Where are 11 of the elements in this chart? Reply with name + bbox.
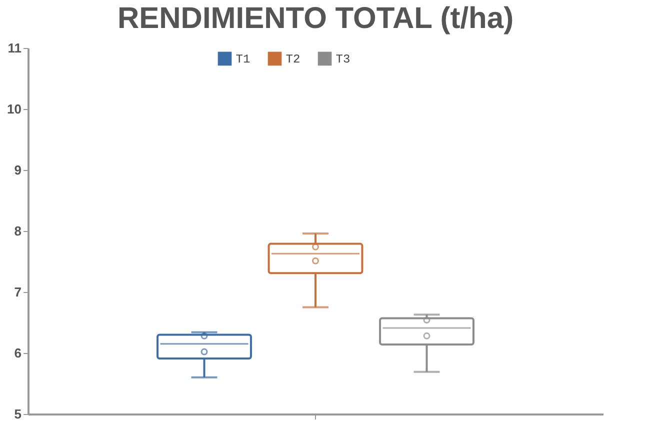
y-tick-label: 6: [14, 346, 22, 360]
y-tick-label: 9: [14, 162, 22, 178]
y-tick-label: 11: [8, 40, 22, 56]
y-tick-label: 8: [14, 224, 22, 238]
legend-label: T1: [236, 52, 250, 67]
y-tick-label: 10: [7, 102, 22, 116]
y-tick-label: 7: [14, 284, 22, 300]
chart-title: RENDIMIENTO TOTAL (t/ha): [117, 2, 514, 35]
legend-label: T3: [336, 52, 350, 67]
legend-label: T2: [286, 52, 300, 67]
y-tick-label: 5: [14, 406, 22, 422]
